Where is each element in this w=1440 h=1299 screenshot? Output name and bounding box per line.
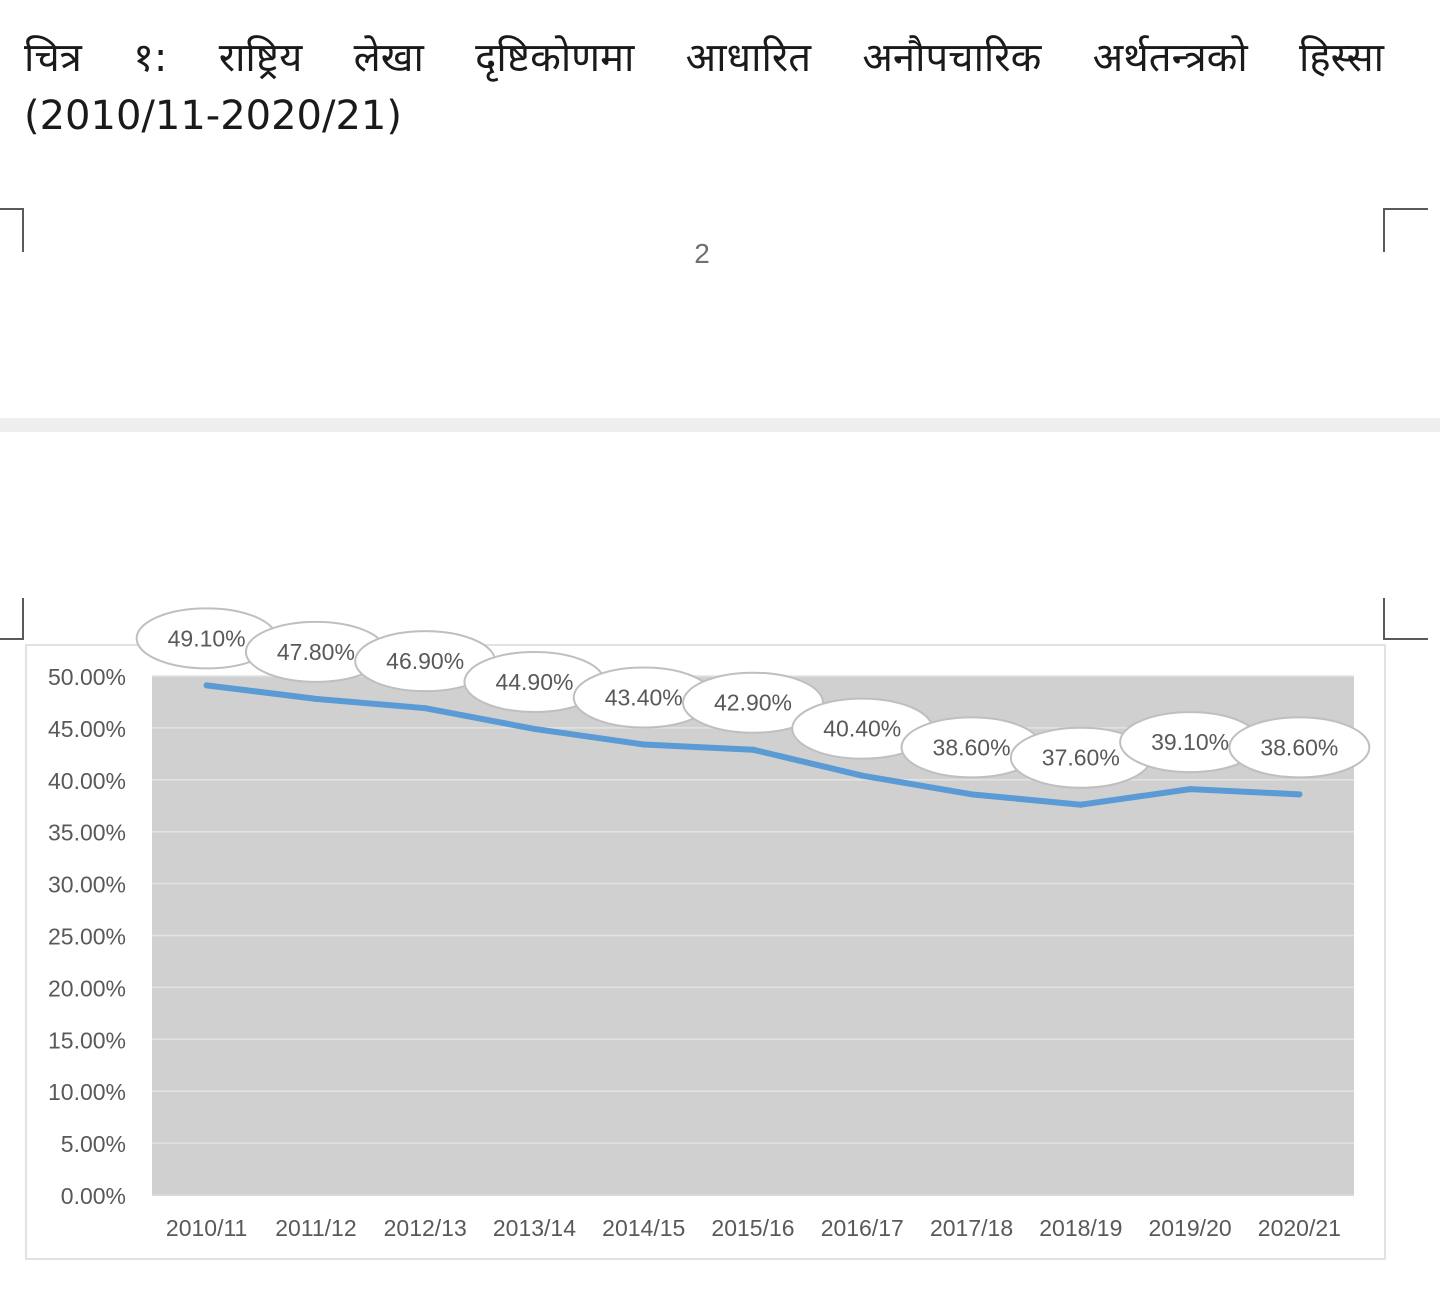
data-label: 38.60% (933, 734, 1011, 760)
data-point[interactable] (1077, 801, 1084, 808)
document-title-years: (2010/11-2020/21) (24, 93, 402, 139)
data-label: 49.10% (168, 625, 246, 651)
data-label: 42.90% (714, 690, 792, 716)
data-label: 38.60% (1260, 734, 1338, 760)
data-point[interactable] (859, 772, 866, 779)
data-point[interactable] (640, 741, 647, 748)
data-label: 37.60% (1042, 745, 1120, 771)
y-tick-label: 45.00% (48, 716, 126, 742)
crop-mark-top-right (1383, 208, 1428, 252)
data-label: 46.90% (386, 648, 464, 674)
data-label-callout (682, 671, 824, 734)
x-tick-label: 2020/21 (1258, 1215, 1341, 1241)
data-label: 44.90% (495, 669, 573, 695)
y-tick-label: 25.00% (48, 924, 126, 950)
page-number: 2 (694, 238, 710, 269)
data-point[interactable] (531, 725, 538, 732)
data-label: 40.40% (823, 716, 901, 742)
data-point[interactable] (1296, 791, 1303, 798)
data-label-callout (1228, 716, 1371, 779)
x-tick-label: 2011/12 (275, 1215, 356, 1241)
data-label: 47.80% (277, 639, 355, 665)
x-tick-label: 2010/11 (166, 1215, 247, 1241)
x-tick-label: 2014/15 (602, 1215, 685, 1241)
data-point[interactable] (1187, 786, 1194, 793)
data-point[interactable] (422, 705, 429, 712)
crop-mark-top-left (0, 208, 24, 252)
x-tick-label: 2013/14 (493, 1215, 576, 1241)
x-tick-label: 2018/19 (1039, 1215, 1122, 1241)
data-point[interactable] (968, 791, 975, 798)
y-tick-label: 15.00% (48, 1027, 126, 1053)
y-tick-label: 0.00% (61, 1183, 126, 1209)
page-break-gap (0, 418, 1440, 432)
y-tick-label: 50.00% (48, 664, 126, 690)
x-tick-label: 2019/20 (1149, 1215, 1232, 1241)
data-label: 39.10% (1151, 729, 1229, 755)
crop-mark-bottom-right (1383, 598, 1428, 640)
crop-mark-bottom-left (0, 598, 24, 640)
y-tick-label: 35.00% (48, 820, 126, 846)
y-tick-label: 40.00% (48, 768, 126, 794)
y-tick-label: 30.00% (48, 872, 126, 898)
y-tick-label: 20.00% (48, 975, 126, 1001)
x-tick-label: 2015/16 (711, 1215, 794, 1241)
document-title: चित्र १: राष्ट्रिय लेखा दृष्टिकोणमा आधार… (24, 35, 1384, 81)
data-label: 43.40% (605, 685, 683, 711)
x-tick-label: 2016/17 (821, 1215, 904, 1241)
data-point[interactable] (203, 682, 210, 689)
y-tick-label: 10.00% (48, 1079, 126, 1105)
x-tick-label: 2012/13 (384, 1215, 467, 1241)
data-point[interactable] (750, 746, 756, 753)
y-tick-label: 5.00% (61, 1131, 126, 1157)
x-tick-label: 2017/18 (930, 1215, 1013, 1241)
data-point[interactable] (312, 695, 319, 702)
